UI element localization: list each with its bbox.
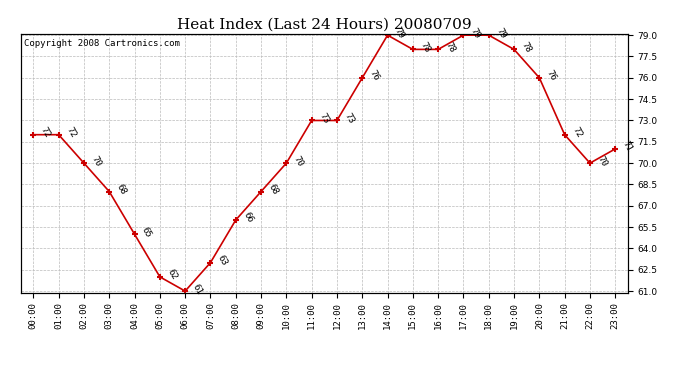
Text: 79: 79 [393,26,406,40]
Text: 73: 73 [317,111,331,125]
Title: Heat Index (Last 24 Hours) 20080709: Heat Index (Last 24 Hours) 20080709 [177,17,471,31]
Text: 68: 68 [266,183,279,196]
Text: 79: 79 [469,26,482,40]
Text: 72: 72 [570,126,583,140]
Text: 70: 70 [292,154,305,168]
Text: 73: 73 [342,111,355,125]
Text: Copyright 2008 Cartronics.com: Copyright 2008 Cartronics.com [23,39,179,48]
Text: 78: 78 [520,40,533,54]
Text: 68: 68 [115,183,128,196]
Text: 78: 78 [418,40,431,54]
Text: 76: 76 [545,69,558,82]
Text: 65: 65 [140,225,153,239]
Text: 72: 72 [64,126,77,140]
Text: 71: 71 [621,140,634,154]
Text: 61: 61 [190,282,204,296]
Text: 66: 66 [241,211,255,225]
Text: 70: 70 [595,154,609,168]
Text: 76: 76 [368,69,381,82]
Text: 63: 63 [216,254,229,267]
Text: 78: 78 [444,40,457,54]
Text: 72: 72 [39,126,52,140]
Text: 62: 62 [166,268,179,282]
Text: 70: 70 [90,154,103,168]
Text: 79: 79 [494,26,507,40]
